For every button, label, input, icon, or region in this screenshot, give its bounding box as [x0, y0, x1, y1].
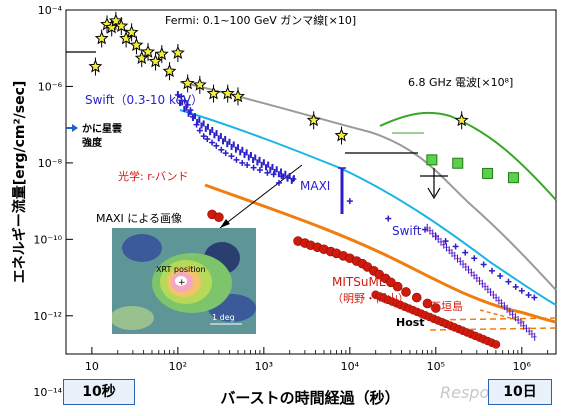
xrt-position-label: XRT position [156, 265, 206, 274]
fermi-point [220, 86, 235, 100]
fermi-point [114, 18, 129, 32]
crab-arrow-head [72, 124, 78, 132]
y-tick-label: 10⁻¹² [33, 310, 62, 323]
label-10-days: 10日 [488, 379, 552, 405]
fermi-point [162, 63, 177, 78]
xrt-position-marker: + [178, 278, 186, 288]
radio-model-curve [379, 111, 557, 201]
radio-point [452, 157, 464, 169]
label-10-seconds: 10秒 [63, 379, 135, 405]
x-tick-label: 10² [169, 360, 187, 373]
y-tick-label: 10⁻⁶ [38, 80, 63, 93]
fermi-point [334, 128, 349, 142]
optical-late-band [371, 290, 501, 349]
fermi-point [306, 113, 321, 127]
y-tick-label: 10⁻⁸ [38, 157, 63, 170]
fermi-point [180, 76, 195, 90]
series-2 [174, 91, 297, 182]
fermi-point [108, 13, 123, 27]
optical-label: 光学: r-バンド [118, 169, 189, 183]
fermi-point [154, 46, 169, 61]
model-curve-gray [179, 81, 557, 291]
optical-point [386, 277, 396, 288]
y-tick-label: 10⁻⁴ [38, 4, 63, 17]
fermi-point [231, 89, 245, 103]
fermi-point [94, 31, 109, 45]
optical-point [422, 298, 433, 309]
fermi-point [206, 86, 221, 100]
fermi-label: Fermi: 0.1~100 GeV ガンマ線[×10] [165, 13, 356, 27]
fermi-point [88, 59, 103, 73]
optical-point [411, 292, 422, 303]
host-line [429, 317, 557, 321]
optical-point [392, 281, 403, 292]
series-5 [207, 209, 441, 313]
plot-frame [65, 9, 557, 355]
series-1 [426, 154, 519, 184]
swift-late-band [425, 223, 537, 341]
x-axis-label: バーストの時間経過（秒） [220, 389, 399, 407]
y-axis-label: エネルギー流量[erg/cm²/sec] [11, 81, 28, 284]
radio-point [426, 154, 438, 166]
series-layer [88, 11, 538, 349]
host-label: Host [396, 316, 425, 329]
fermi-point [454, 113, 469, 127]
y-axis-ticks: 10⁻⁴ 10⁻⁶ 10⁻⁸ 10⁻¹⁰ 10⁻¹² 10⁻¹⁴ [33, 4, 73, 399]
fermi-point [141, 44, 156, 58]
series-3 [422, 226, 538, 301]
swift-early-band [176, 91, 295, 184]
swift-early-label: Swift（0.3-10 keV） [85, 93, 203, 107]
x-tick-label: 10⁴ [341, 360, 360, 373]
model-curve-cyan [179, 109, 557, 306]
x-tick-label: 10⁵ [427, 360, 445, 373]
maxi-image-inset: XRT position + 1 deg [112, 228, 256, 334]
optical-fit-curve [204, 183, 557, 324]
mitsume-site-label: （明野・岡山） [332, 292, 409, 305]
fermi-upper-limit-arrow [427, 187, 441, 200]
optical-point [431, 303, 441, 313]
series-0 [88, 11, 469, 145]
ishigaki-label: 石垣島 [430, 299, 463, 313]
radio-label: 6.8 GHz 電波[×10⁸] [408, 76, 513, 89]
x-tick-label: 10⁶ [513, 360, 532, 373]
x-axis-ticks: 10 10² 10³ 10⁴ 10⁵ 10⁶ [85, 347, 549, 373]
optical-band-point [491, 340, 501, 349]
fermi-point [170, 45, 185, 59]
optical-point [401, 287, 411, 297]
fermi-point [148, 54, 163, 68]
y-tick-label: 10⁻¹⁴ [33, 386, 62, 399]
x-tick-label: 10 [85, 360, 99, 373]
mitsume-label: MITSuME [332, 275, 386, 289]
scale-label: 1 deg [212, 313, 235, 322]
crab-label-2: 強度 [82, 136, 103, 149]
radio-point [482, 167, 494, 179]
swift-late-label: Swift [392, 224, 422, 238]
fermi-point [124, 25, 139, 39]
fermi-point [129, 37, 144, 52]
series-4 [275, 179, 392, 222]
maxi-image: XRT position + 1 deg [112, 228, 256, 334]
maxi-image-pointer-head [220, 219, 230, 228]
crab-label: かに星雲 [82, 123, 122, 135]
y-tick-label: 10⁻¹⁰ [33, 233, 62, 246]
x-tick-label: 10³ [255, 360, 273, 373]
maxi-label: MAXI [300, 179, 330, 193]
fermi-point [192, 77, 207, 91]
optical-point [214, 212, 224, 222]
maxi-image-title: MAXI による画像 [96, 212, 182, 225]
radio-point [507, 172, 519, 184]
fermi-point [119, 31, 134, 45]
